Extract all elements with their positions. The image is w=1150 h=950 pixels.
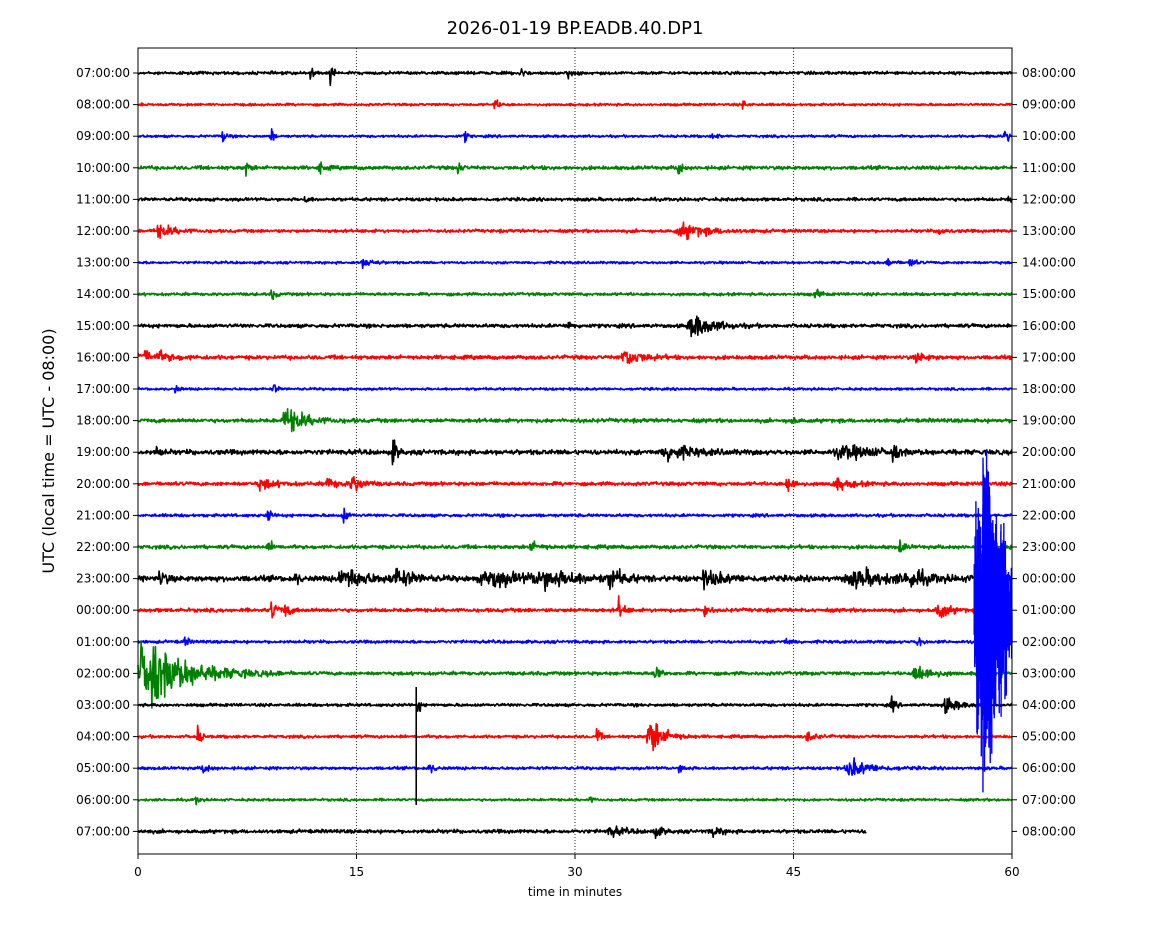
right-tick-label: 09:00:00 [1022, 98, 1076, 112]
left-tick-label: 15:00:00 [76, 319, 130, 333]
trace-5 [137, 221, 1013, 241]
left-tick-label: 00:00:00 [76, 603, 130, 617]
left-tick-label: 07:00:00 [76, 824, 130, 838]
left-tick-label: 21:00:00 [76, 508, 130, 522]
right-tick-label: 08:00:00 [1022, 824, 1076, 838]
trace-7 [137, 288, 1013, 301]
left-tick-label: 07:00:00 [76, 66, 130, 80]
left-tick-label: 22:00:00 [76, 540, 130, 554]
left-tick-label: 19:00:00 [76, 445, 130, 459]
right-tick-label: 15:00:00 [1022, 287, 1076, 301]
left-tick-label: 23:00:00 [76, 572, 130, 586]
left-time-labels: 07:00:00 08:00:00 09:00:00 10:00:00 11:00:00… [76, 66, 138, 838]
left-tick-label: 17:00:00 [76, 382, 130, 396]
trace-13 [137, 475, 1013, 493]
x-tick-label: 60 [1004, 865, 1019, 879]
left-tick-label: 09:00:00 [76, 129, 130, 143]
trace-6 [137, 257, 1013, 270]
trace-8 [137, 315, 1013, 338]
x-tick-label: 15 [349, 865, 364, 879]
trace-17 [137, 595, 1013, 619]
left-tick-label: 01:00:00 [76, 635, 130, 649]
right-tick-label: 03:00:00 [1022, 666, 1076, 680]
left-tick-label: 13:00:00 [76, 256, 130, 270]
right-tick-label: 04:00:00 [1022, 698, 1076, 712]
right-tick-label: 05:00:00 [1022, 730, 1076, 744]
trace-9 [137, 349, 1013, 365]
left-tick-label: 04:00:00 [76, 730, 130, 744]
right-tick-label: 21:00:00 [1022, 477, 1076, 491]
chart-title: 2026-01-19 BP.EADB.40.DP1 [447, 18, 704, 39]
left-tick-label: 11:00:00 [76, 192, 130, 206]
left-tick-label: 06:00:00 [76, 793, 130, 807]
right-tick-label: 12:00:00 [1022, 192, 1076, 206]
trace-21 [137, 722, 1013, 752]
y-axis-label: UTC (local time = UTC - 08:00) [39, 328, 58, 573]
trace-19 [137, 640, 1013, 709]
left-tick-label: 05:00:00 [76, 761, 130, 775]
x-tick-label: 45 [786, 865, 801, 879]
right-tick-label: 07:00:00 [1022, 793, 1076, 807]
trace-22 [137, 757, 1013, 776]
trace-3 [137, 161, 1013, 177]
right-tick-label: 19:00:00 [1022, 414, 1076, 428]
trace-1 [137, 99, 1013, 110]
trace-24 [137, 825, 867, 840]
left-tick-label: 12:00:00 [76, 224, 130, 238]
trace-12 [137, 439, 1013, 466]
trace-15 [137, 539, 1013, 553]
trace-18 [137, 636, 1013, 647]
x-tick-label: 30 [567, 865, 582, 879]
right-tick-label: 13:00:00 [1022, 224, 1076, 238]
large-event-mark [973, 449, 1013, 793]
x-tick-label: 0 [134, 865, 142, 879]
left-tick-label: 03:00:00 [76, 698, 130, 712]
seismic-traces [137, 67, 1013, 840]
left-tick-label: 14:00:00 [76, 287, 130, 301]
right-tick-label: 18:00:00 [1022, 382, 1076, 396]
trace-11 [137, 408, 1013, 433]
left-tick-label: 08:00:00 [76, 98, 130, 112]
right-tick-label: 16:00:00 [1022, 319, 1076, 333]
right-tick-label: 10:00:00 [1022, 129, 1076, 143]
right-tick-label: 11:00:00 [1022, 161, 1076, 175]
trace-16 [137, 566, 1013, 593]
right-tick-label: 17:00:00 [1022, 350, 1076, 364]
right-tick-label: 22:00:00 [1022, 508, 1076, 522]
trace-20 [137, 695, 1013, 715]
trace-23 [137, 796, 1013, 806]
right-tick-label: 20:00:00 [1022, 445, 1076, 459]
left-tick-label: 18:00:00 [76, 414, 130, 428]
trace-4 [137, 195, 1013, 203]
right-time-labels: 08:00:00 09:00:00 10:00:00 11:00:00 12:00:00… [1012, 66, 1076, 838]
x-axis-ticks: 0 15 30 45 60 [134, 854, 1020, 879]
left-tick-label: 10:00:00 [76, 161, 130, 175]
left-tick-label: 20:00:00 [76, 477, 130, 491]
right-tick-label: 02:00:00 [1022, 635, 1076, 649]
right-tick-label: 23:00:00 [1022, 540, 1076, 554]
right-tick-label: 14:00:00 [1022, 256, 1076, 270]
right-tick-label: 01:00:00 [1022, 603, 1076, 617]
left-tick-label: 16:00:00 [76, 350, 130, 364]
right-tick-label: 06:00:00 [1022, 761, 1076, 775]
trace-0 [137, 67, 1013, 87]
trace-10 [137, 384, 1013, 394]
left-tick-label: 02:00:00 [76, 666, 130, 680]
x-axis-label: time in minutes [528, 885, 622, 899]
trace-2 [137, 127, 1013, 144]
trace-14 [137, 507, 1013, 524]
right-tick-label: 08:00:00 [1022, 66, 1076, 80]
right-tick-label: 00:00:00 [1022, 572, 1076, 586]
